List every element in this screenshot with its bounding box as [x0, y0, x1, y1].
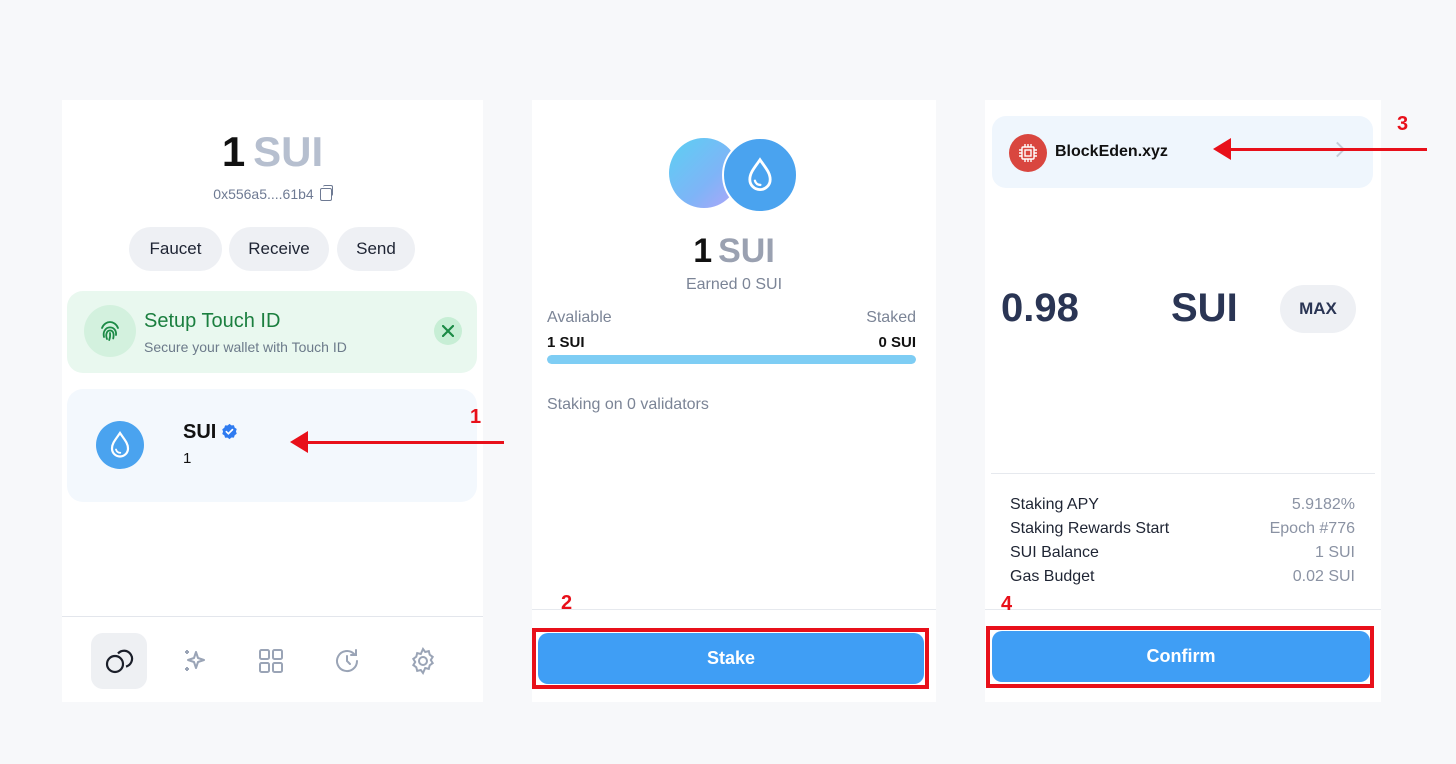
touch-id-banner[interactable]: Setup Touch ID Secure your wallet with T… — [67, 291, 477, 373]
stake-progress-fill — [547, 355, 916, 364]
send-button[interactable]: Send — [337, 227, 415, 271]
detail-label: Gas Budget — [1010, 568, 1095, 585]
balance-unit: SUI — [253, 128, 324, 175]
coin-name: SUI — [183, 421, 238, 444]
coins-icon[interactable] — [91, 633, 147, 689]
earned-text: Earned 0 SUI — [685, 276, 783, 293]
verified-badge-icon — [222, 423, 238, 440]
sui-drop-icon — [96, 421, 144, 469]
fingerprint-icon — [84, 305, 136, 357]
confirm-button[interactable]: Confirm — [992, 631, 1370, 682]
stake-balance: 1 SUI — [532, 232, 936, 271]
stake-overview-panel: 1 SUI Earned 0 SUI Avaliable Staked 1 SUI… — [532, 100, 936, 702]
staking-on-validators: Staking on 0 validators — [547, 396, 709, 413]
detail-value: 0.02 SUI — [1292, 568, 1355, 585]
divider — [991, 473, 1375, 474]
wallet-balance: 1 SUI — [62, 128, 483, 176]
history-icon[interactable] — [319, 633, 375, 689]
annotation-step-3: 3 — [1397, 113, 1409, 135]
detail-row: SUI Balance 1 SUI — [1010, 544, 1355, 562]
settings-gear-icon[interactable] — [395, 633, 451, 689]
annotation-step-2: 2 — [561, 592, 573, 614]
divider — [985, 609, 1381, 610]
annotation-arrow-1 — [290, 431, 504, 453]
coin-row-sui[interactable]: SUI 1 — [67, 389, 477, 502]
faucet-button[interactable]: Faucet — [129, 227, 222, 271]
chip-icon — [1009, 134, 1047, 172]
detail-label: Staking Rewards Start — [1010, 520, 1170, 537]
detail-value: 1 SUI — [1314, 544, 1355, 561]
available-value: 1 SUI — [547, 334, 585, 351]
stake-balance-amount: 1 — [693, 232, 713, 270]
available-label: Avaliable — [547, 309, 612, 326]
detail-value: 5.9182% — [1291, 496, 1355, 513]
close-icon[interactable] — [434, 317, 462, 345]
wallet-home-panel: 1 SUI 0x556a5....61b4 Faucet Receive Send… — [62, 100, 483, 702]
staked-value: 0 SUI — [878, 334, 916, 351]
annotation-arrow-3 — [1213, 138, 1427, 160]
balance-amount: 1 — [221, 128, 246, 175]
stake-amount-input[interactable]: 0.98 — [1001, 286, 1079, 330]
staked-label: Staked — [866, 309, 916, 326]
stake-confirm-panel: BlockEden.xyz 0.98 SUI MAX Staking APY 5.… — [985, 100, 1381, 702]
address-text: 0x556a5....61b4 — [213, 186, 314, 202]
detail-value: Epoch #776 — [1269, 520, 1355, 537]
wallet-address[interactable]: 0x556a5....61b4 — [62, 185, 483, 202]
sparkle-icon[interactable] — [167, 633, 223, 689]
touch-id-subtitle: Secure your wallet with Touch ID — [144, 339, 347, 355]
annotation-step-1: 1 — [470, 406, 482, 428]
detail-label: SUI Balance — [1010, 544, 1099, 561]
validator-name: BlockEden.xyz — [1055, 143, 1168, 160]
copy-icon[interactable] — [319, 185, 333, 201]
stake-amount-unit: SUI — [1171, 286, 1238, 330]
detail-row: Gas Budget 0.02 SUI — [1010, 568, 1355, 586]
stake-progress-bar — [547, 355, 916, 364]
detail-row: Staking APY 5.9182% — [1010, 496, 1355, 514]
divider — [532, 609, 936, 610]
apps-grid-icon[interactable] — [243, 633, 299, 689]
coin-name-text: SUI — [183, 421, 217, 443]
annotation-step-4: 4 — [1001, 593, 1013, 615]
validator-selector[interactable]: BlockEden.xyz — [992, 116, 1373, 188]
max-button[interactable]: MAX — [1280, 285, 1356, 333]
detail-label: Staking APY — [1010, 496, 1099, 513]
detail-row: Staking Rewards Start Epoch #776 — [1010, 520, 1355, 538]
annotation-box-2 — [532, 628, 929, 689]
stake-button[interactable]: Stake — [538, 633, 924, 684]
receive-button[interactable]: Receive — [229, 227, 329, 271]
sui-drop-icon — [722, 137, 798, 213]
touch-id-title: Setup Touch ID — [144, 310, 281, 332]
nav-divider — [62, 616, 483, 617]
stake-balance-unit: SUI — [718, 232, 775, 270]
annotation-box-4 — [986, 626, 1374, 688]
coin-amount: 1 — [183, 450, 192, 467]
